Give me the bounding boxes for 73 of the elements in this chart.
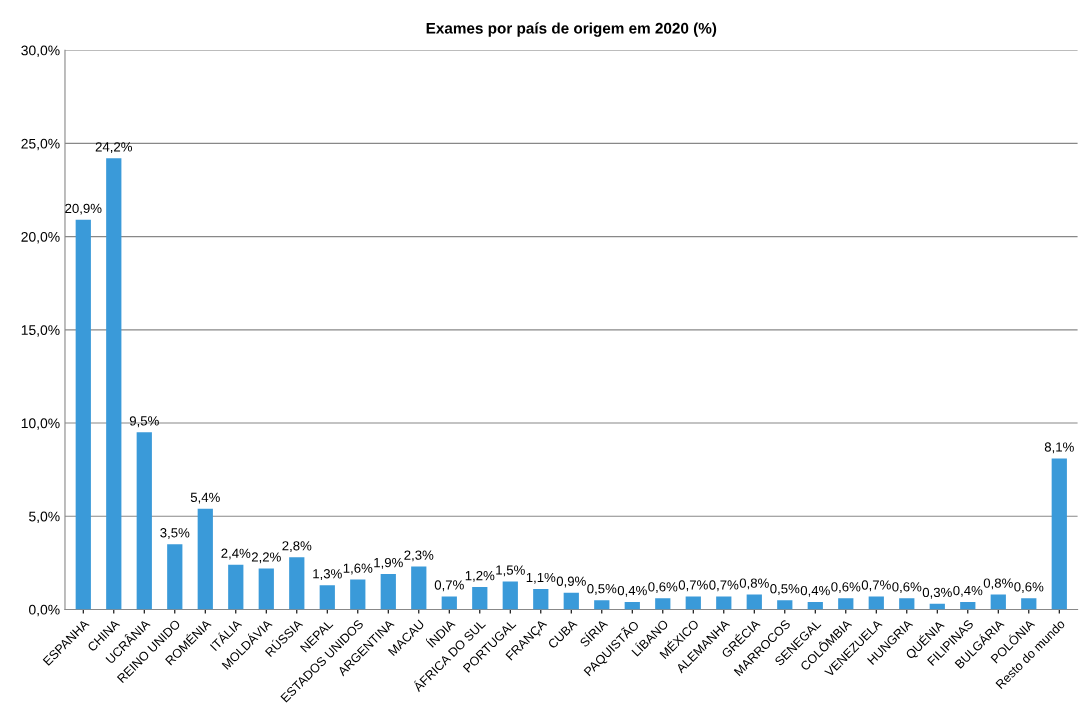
bar bbox=[990, 594, 1006, 610]
data-label: 20,9% bbox=[65, 203, 102, 215]
data-label: 0,4% bbox=[617, 585, 647, 597]
data-label: 2,8% bbox=[282, 541, 312, 553]
data-label: 24,2% bbox=[95, 142, 133, 154]
data-label: 0,6% bbox=[831, 582, 861, 594]
data-label: 0,4% bbox=[800, 585, 830, 597]
bar bbox=[502, 581, 518, 610]
bar bbox=[624, 601, 640, 610]
bar bbox=[716, 596, 732, 610]
bar bbox=[136, 432, 152, 610]
data-label: 0,8% bbox=[739, 578, 769, 590]
data-label: 0,6% bbox=[892, 582, 922, 594]
data-label: 0,4% bbox=[953, 585, 983, 597]
bar bbox=[807, 601, 823, 610]
data-label: 1,2% bbox=[465, 570, 495, 582]
bar bbox=[75, 219, 91, 610]
data-label: 0,6% bbox=[1014, 582, 1044, 594]
bar bbox=[228, 564, 244, 610]
y-tick-label: 10,0% bbox=[21, 418, 60, 430]
bar bbox=[777, 600, 793, 610]
data-label: 8,1% bbox=[1044, 442, 1074, 454]
bar bbox=[411, 566, 427, 610]
bar bbox=[289, 557, 305, 610]
chart-title: Exames por país de origem em 2020 (%) bbox=[426, 22, 717, 37]
y-tick-label: 25,0% bbox=[21, 138, 60, 151]
data-label: 0,7% bbox=[861, 580, 891, 592]
bar bbox=[899, 598, 915, 610]
bar bbox=[960, 601, 976, 610]
y-tick-label: 15,0% bbox=[21, 325, 60, 337]
bar bbox=[319, 585, 335, 610]
data-label: 2,2% bbox=[251, 552, 281, 564]
data-label: 9,5% bbox=[129, 416, 159, 428]
data-label: 2,3% bbox=[404, 550, 434, 562]
bar bbox=[533, 588, 549, 610]
data-label: 0,7% bbox=[709, 580, 739, 592]
data-label: 0,3% bbox=[922, 587, 952, 599]
y-tick-label: 5,0% bbox=[29, 511, 60, 524]
bar bbox=[655, 598, 671, 610]
data-label: 1,9% bbox=[374, 557, 403, 569]
bar bbox=[472, 587, 488, 610]
data-label: 1,6% bbox=[343, 563, 373, 575]
data-label: 3,5% bbox=[160, 528, 190, 539]
bar bbox=[685, 596, 701, 610]
bar bbox=[380, 574, 396, 610]
bar bbox=[197, 508, 213, 610]
data-label: 0,7% bbox=[678, 580, 708, 592]
bar bbox=[838, 598, 854, 610]
data-label: 0,5% bbox=[587, 584, 617, 595]
data-label: 1,1% bbox=[526, 572, 556, 584]
bar bbox=[594, 600, 610, 610]
bar bbox=[106, 158, 122, 610]
data-label: 1,5% bbox=[496, 565, 525, 577]
bar bbox=[350, 579, 366, 610]
data-label: 0,8% bbox=[983, 578, 1013, 590]
y-tick-label: 30,0% bbox=[21, 45, 60, 57]
bar bbox=[1021, 598, 1037, 610]
data-label: 0,7% bbox=[434, 580, 464, 592]
y-tick-label: 20,0% bbox=[21, 231, 60, 244]
data-label: 2,4% bbox=[221, 548, 251, 560]
bar bbox=[167, 544, 183, 610]
data-label: 5,4% bbox=[190, 492, 220, 504]
bar bbox=[1051, 458, 1067, 610]
bar bbox=[746, 594, 762, 610]
bar bbox=[258, 568, 274, 610]
data-label: 0,5% bbox=[770, 584, 800, 595]
bar bbox=[868, 596, 884, 610]
bar bbox=[441, 596, 457, 610]
data-label: 1,3% bbox=[313, 569, 342, 580]
data-label: 0,6% bbox=[648, 582, 678, 594]
bar bbox=[563, 592, 579, 610]
y-tick-label: 0,0% bbox=[29, 604, 60, 617]
data-label: 0,9% bbox=[556, 576, 586, 588]
